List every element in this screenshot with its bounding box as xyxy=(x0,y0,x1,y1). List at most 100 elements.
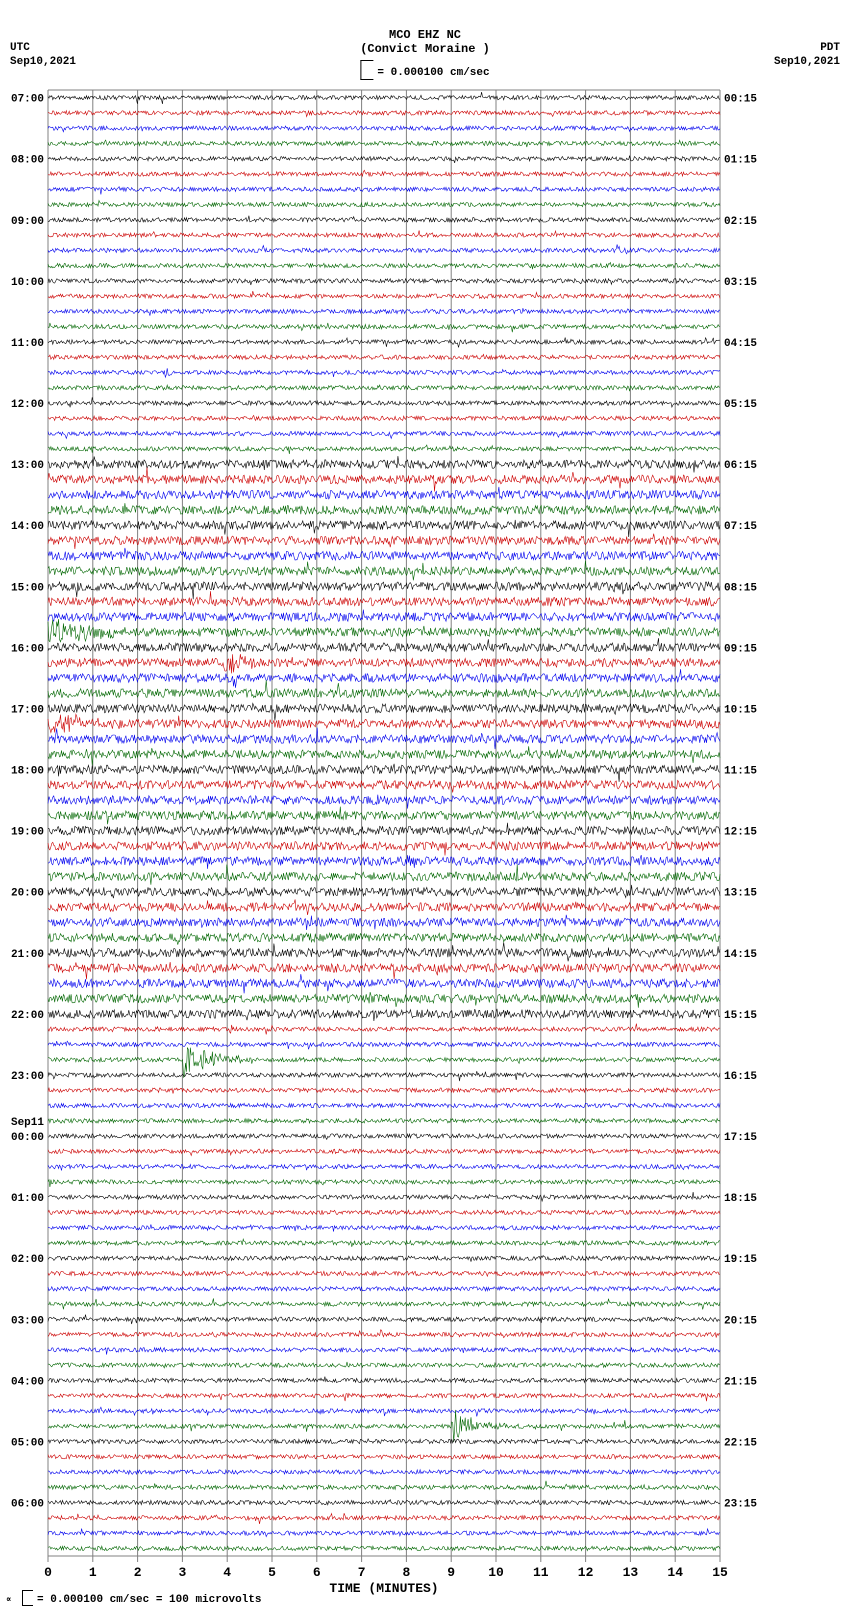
seismic-trace xyxy=(48,933,720,945)
right-hour-label: 19:15 xyxy=(724,1254,757,1266)
seismic-trace xyxy=(48,1330,720,1338)
seismic-trace xyxy=(48,338,720,348)
right-hour-label: 23:15 xyxy=(724,1499,757,1511)
seismic-trace xyxy=(48,714,720,732)
left-hour-label: 16:00 xyxy=(11,643,44,655)
x-tick-label: 11 xyxy=(533,1565,549,1580)
x-tick-label: 15 xyxy=(712,1565,728,1580)
seismic-trace xyxy=(48,746,720,765)
seismic-trace xyxy=(48,244,720,253)
seismic-trace xyxy=(48,308,720,316)
seismic-trace xyxy=(48,187,720,195)
right-hour-label: 00:15 xyxy=(724,94,757,106)
seismic-trace xyxy=(48,591,720,606)
seismic-trace xyxy=(48,610,720,622)
right-hour-label: 06:15 xyxy=(724,460,757,472)
seismic-trace xyxy=(48,1315,720,1324)
seismic-trace xyxy=(48,865,720,885)
x-tick-label: 5 xyxy=(268,1565,276,1580)
right-hour-label: 21:15 xyxy=(724,1376,757,1388)
seismic-trace xyxy=(48,1164,720,1170)
seismic-trace xyxy=(48,548,720,560)
seismic-trace xyxy=(48,397,720,407)
right-hour-label: 15:15 xyxy=(724,1010,757,1022)
right-hour-label: 10:15 xyxy=(724,704,757,716)
x-tick-label: 7 xyxy=(358,1565,366,1580)
right-hour-label: 07:15 xyxy=(724,521,757,533)
left-hour-label: 01:00 xyxy=(11,1193,44,1205)
seismic-trace xyxy=(48,992,720,1008)
right-hour-label: 13:15 xyxy=(724,888,757,900)
seismic-trace xyxy=(48,619,720,642)
seismic-trace xyxy=(48,962,720,979)
seismic-trace xyxy=(48,842,720,856)
seismic-trace xyxy=(48,230,720,238)
x-tick-label: 4 xyxy=(223,1565,231,1580)
x-tick-label: 13 xyxy=(623,1565,639,1580)
seismic-trace xyxy=(48,1103,720,1107)
seismic-trace xyxy=(48,885,720,898)
left-hour-label: 04:00 xyxy=(11,1376,44,1388)
left-hour-label: 20:00 xyxy=(11,888,44,900)
seismic-trace xyxy=(48,1513,720,1524)
grid: 0123456789101112131415 xyxy=(44,90,728,1580)
seismic-trace xyxy=(48,703,720,720)
seismic-trace xyxy=(48,942,720,961)
seismic-trace xyxy=(48,1470,720,1474)
seismic-trace xyxy=(48,445,720,454)
seismic-trace xyxy=(48,111,720,117)
seismic-trace xyxy=(48,92,720,104)
seismogram-svg: 0123456789101112131415TIME (MINUTES)07:0… xyxy=(0,0,850,1613)
seismic-trace xyxy=(48,561,720,581)
x-tick-label: 14 xyxy=(667,1565,683,1580)
seismic-trace xyxy=(48,263,720,270)
seismic-trace xyxy=(48,487,720,499)
x-tick-label: 2 xyxy=(134,1565,142,1580)
seismic-trace xyxy=(48,1407,720,1416)
right-hour-label: 14:15 xyxy=(724,949,757,961)
left-hour-label: 08:00 xyxy=(11,155,44,167)
seismic-trace xyxy=(48,728,720,750)
seismic-trace xyxy=(48,654,720,673)
left-hour-label: 22:00 xyxy=(11,1010,44,1022)
left-hour-label: 13:00 xyxy=(11,460,44,472)
seismic-trace xyxy=(48,467,720,491)
left-hour-label: 06:00 xyxy=(11,1499,44,1511)
seismic-trace xyxy=(48,1041,720,1049)
seismic-trace xyxy=(48,1377,720,1384)
seismic-trace xyxy=(48,1210,720,1215)
seismic-trace xyxy=(48,764,720,782)
x-tick-label: 12 xyxy=(578,1565,594,1580)
left-hour-label: 00:00 xyxy=(11,1132,44,1144)
right-hour-label: 02:15 xyxy=(724,216,757,228)
left-hour-label: 03:00 xyxy=(11,1315,44,1327)
seismic-trace xyxy=(48,170,720,176)
seismic-trace xyxy=(48,807,720,825)
seismic-trace xyxy=(48,201,720,207)
left-hour-label: 15:00 xyxy=(11,582,44,594)
right-hour-label: 11:15 xyxy=(724,766,757,778)
seismic-trace xyxy=(48,415,720,420)
left-hour-label: 17:00 xyxy=(11,704,44,716)
left-hour-label: 23:00 xyxy=(11,1071,44,1083)
right-hour-label: 22:15 xyxy=(724,1437,757,1449)
seismic-trace xyxy=(48,1048,720,1078)
seismic-trace xyxy=(48,431,720,438)
seismic-trace xyxy=(48,1180,720,1187)
seismic-trace xyxy=(48,974,720,993)
seismic-trace xyxy=(48,582,720,599)
traces xyxy=(48,92,720,1551)
seismic-trace xyxy=(48,385,720,391)
seismic-trace xyxy=(48,1024,720,1035)
left-hour-label: 19:00 xyxy=(11,827,44,839)
right-hour-label: 05:15 xyxy=(724,399,757,411)
seismic-trace xyxy=(48,1192,720,1201)
right-hour-label: 16:15 xyxy=(724,1071,757,1083)
seismic-trace xyxy=(48,216,720,222)
seismic-trace xyxy=(48,1239,720,1247)
left-hour-label: 18:00 xyxy=(11,766,44,778)
seismic-trace xyxy=(48,1481,720,1490)
right-hour-label: 17:15 xyxy=(724,1132,757,1144)
seismic-trace xyxy=(48,1362,720,1368)
x-tick-label: 6 xyxy=(313,1565,321,1580)
